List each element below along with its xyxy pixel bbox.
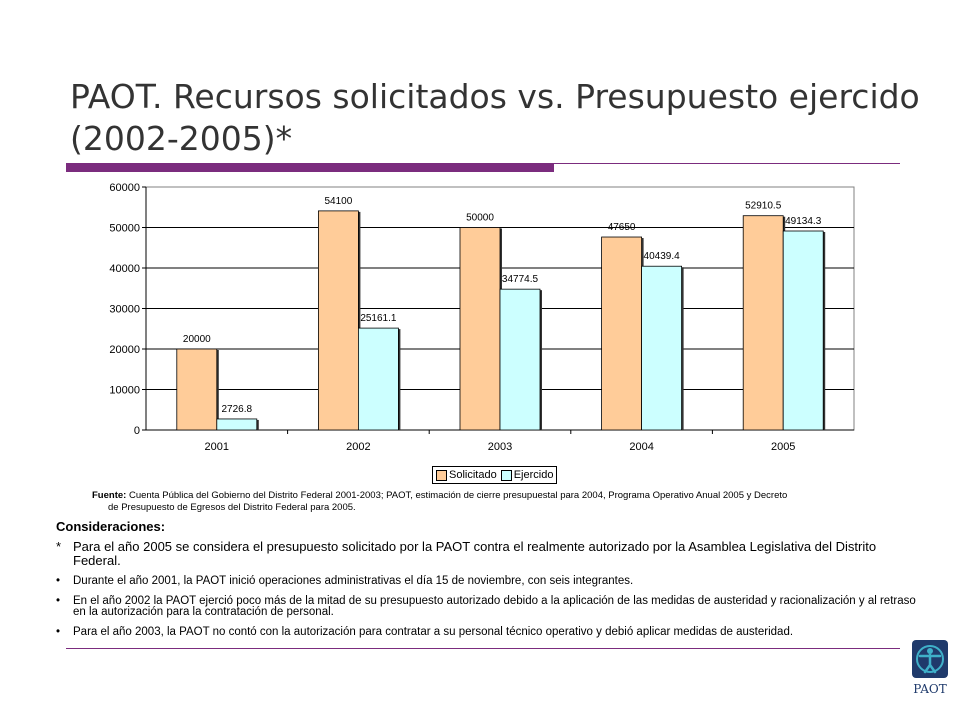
bar-ejercido	[782, 230, 824, 431]
slide-title: PAOT. Recursos solicitados vs. Presupues…	[70, 77, 920, 158]
bar-ejercido	[357, 327, 399, 431]
x-tick-label: 2002	[346, 441, 370, 453]
bottom-divider	[66, 648, 900, 649]
note-bullet: •	[56, 575, 61, 587]
data-label: 40439.4	[644, 251, 681, 262]
data-label: 47650	[608, 222, 636, 233]
legend-item-ejercido: Ejercido	[500, 469, 554, 481]
data-label: 50000	[466, 213, 494, 224]
data-label: 2726.8	[222, 404, 253, 415]
title-divider	[66, 163, 900, 164]
source-line-1: Cuenta Pública del Gobierno del Distrito…	[128, 490, 788, 501]
source-line-2: de Presupuesto de Egresos del Distrito F…	[108, 502, 356, 513]
x-tick-label: 2005	[771, 441, 795, 453]
data-label: 34774.5	[502, 274, 539, 285]
x-tick-label: 2003	[488, 441, 512, 453]
note-bullet: •	[56, 625, 61, 638]
note-text: En el año 2002 la PAOT ejerció poco más …	[73, 594, 916, 618]
chart-legend: Solicitado Ejercido	[432, 466, 558, 484]
bar-ejercido	[499, 288, 541, 431]
paot-figure-icon	[912, 640, 948, 678]
y-tick-label: 0	[134, 425, 140, 437]
considerations: Consideraciones: * Para el año 2005 se c…	[56, 518, 916, 638]
note-text: Durante el año 2001, la PAOT inició oper…	[73, 575, 634, 587]
note-item: • En el año 2002 la PAOT ejerció poco má…	[56, 594, 916, 619]
x-tick-label: 2001	[205, 441, 229, 453]
bar-ejercido	[216, 418, 258, 431]
note-text: Para el año 2005 se considera el presupu…	[73, 539, 877, 568]
y-tick-label: 60000	[109, 182, 140, 194]
title-accent-bar	[66, 164, 554, 172]
y-tick-label: 40000	[109, 263, 140, 275]
bar-solicitado	[176, 348, 218, 431]
legend-label-solicitado: Solicitado	[449, 469, 497, 481]
bar-solicitado	[601, 236, 642, 431]
note-bullet: *	[56, 539, 62, 554]
x-tick-label: 2004	[629, 441, 653, 453]
legend-item-solicitado: Solicitado	[436, 469, 497, 481]
y-tick-label: 50000	[109, 223, 140, 235]
bar-solicitado	[317, 210, 359, 431]
data-label: 54100	[324, 196, 352, 207]
bar-solicitado	[459, 227, 501, 431]
y-tick-label: 10000	[109, 385, 140, 397]
source-note: Fuente: Cuenta Pública del Gobierno del …	[92, 490, 892, 514]
data-label: 49134.3	[785, 216, 822, 227]
legend-label-ejercido: Ejercido	[513, 469, 554, 481]
y-tick-label: 20000	[109, 344, 140, 356]
note-item: • Durante el año 2001, la PAOT inició op…	[56, 575, 916, 588]
data-label: 25161.1	[360, 313, 397, 324]
note-item: * Para el año 2005 se considera el presu…	[56, 540, 916, 568]
bar-ejercido	[641, 265, 682, 431]
y-tick-label: 30000	[109, 304, 140, 316]
legend-swatch-solicitado	[436, 469, 447, 481]
source-label: Fuente:	[92, 490, 127, 501]
bar-chart: 0 10000 20000 30000 40000 50000 60000 2001 20000…	[109, 182, 855, 453]
legend-swatch-ejercido	[500, 469, 512, 481]
note-bullet: •	[56, 594, 61, 607]
note-text: Para el año 2003, la PAOT no contó con l…	[73, 625, 794, 638]
logo-text: PAOT	[913, 682, 947, 696]
note-item: • Para el año 2003, la PAOT no contó con…	[56, 625, 916, 639]
data-label: 20000	[183, 334, 211, 345]
considerations-heading: Consideraciones:	[56, 519, 166, 534]
bar-solicitado	[742, 215, 784, 431]
data-label: 52910.5	[745, 201, 782, 212]
